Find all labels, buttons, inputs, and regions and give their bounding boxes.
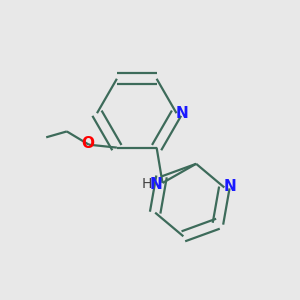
Text: N: N bbox=[176, 106, 188, 121]
Text: O: O bbox=[81, 136, 94, 151]
Text: H: H bbox=[141, 177, 152, 191]
Text: N: N bbox=[150, 177, 162, 192]
Text: N: N bbox=[223, 179, 236, 194]
